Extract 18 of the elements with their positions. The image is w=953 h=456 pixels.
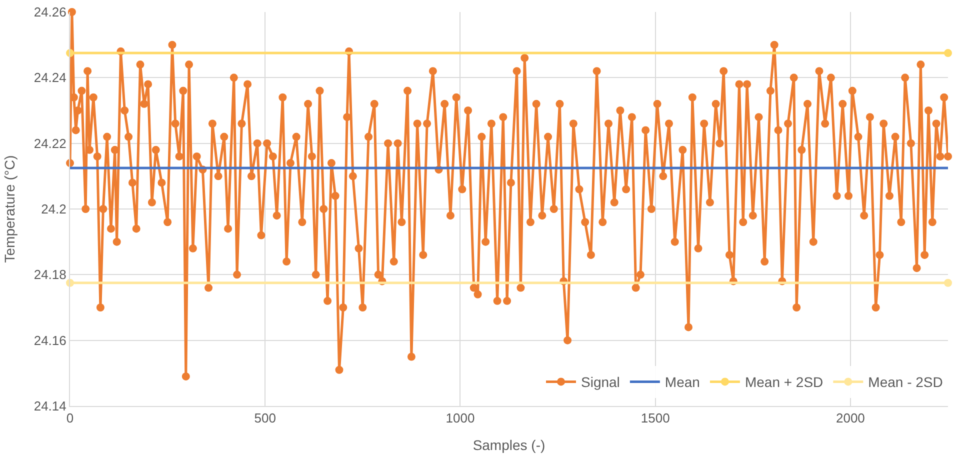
y-tick-label: 24.18 bbox=[34, 267, 66, 282]
y-tick-label: 24.22 bbox=[34, 136, 66, 151]
legend-label: Mean + 2SD bbox=[744, 374, 824, 390]
x-tick-label: 0 bbox=[66, 410, 74, 426]
legend-label: Mean - 2SD bbox=[868, 374, 943, 390]
x-axis-title: Samples (-) bbox=[472, 436, 546, 453]
x-tick-label: 1000 bbox=[446, 410, 475, 426]
x-tick-label: 2000 bbox=[836, 410, 865, 426]
y-tick-label: 24.14 bbox=[34, 398, 66, 414]
x-tick-label: 500 bbox=[254, 410, 276, 426]
y-tick-label: 24.24 bbox=[34, 70, 66, 86]
y-tick-label: 24.16 bbox=[34, 332, 66, 348]
y-tick-label: 24.2 bbox=[41, 202, 66, 217]
x-tick-label: 1500 bbox=[640, 410, 670, 426]
legend-label: Signal bbox=[581, 374, 620, 390]
legend-label: Mean bbox=[664, 374, 700, 390]
y-tick-label: 24.26 bbox=[34, 4, 66, 20]
y-axis-title: Temperature (°C) bbox=[1, 155, 18, 263]
